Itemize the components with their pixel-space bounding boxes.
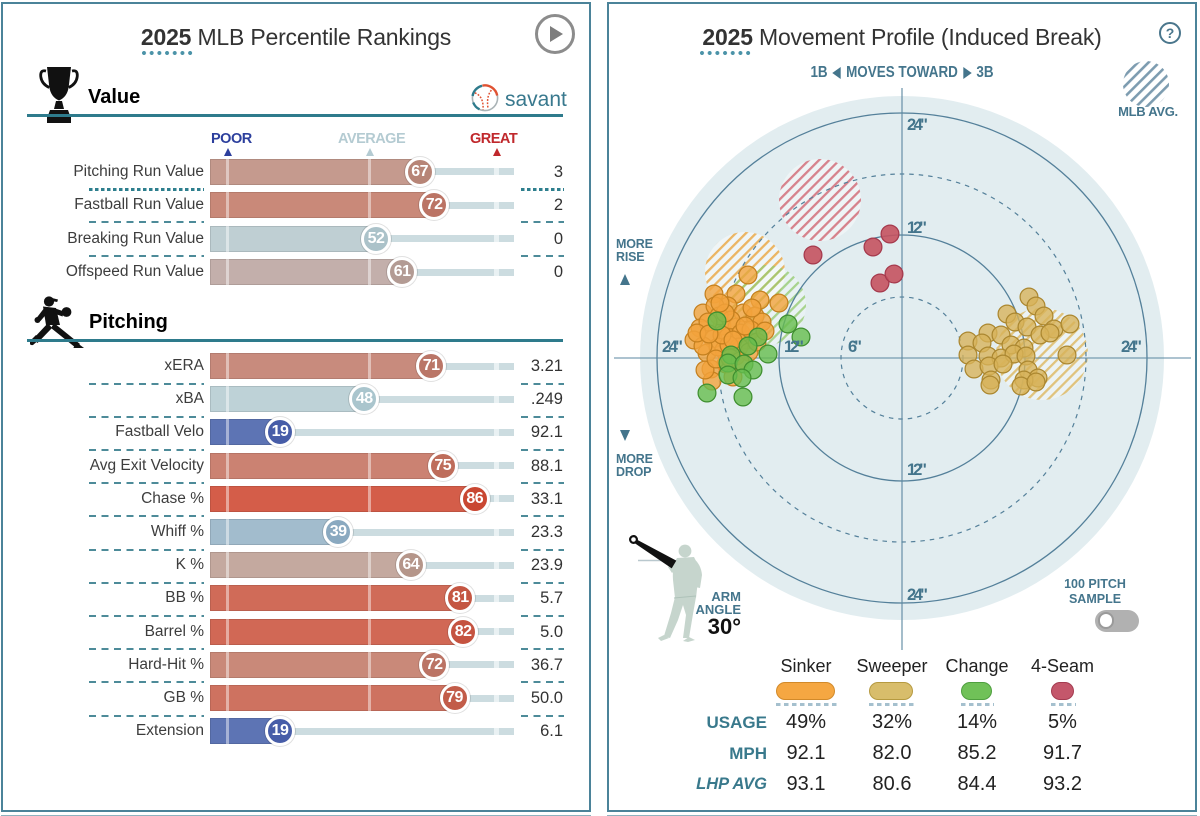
svg-text:12": 12" xyxy=(907,219,927,237)
svg-text:12": 12" xyxy=(907,461,927,479)
svg-text:24": 24" xyxy=(907,116,928,134)
svg-text:6": 6" xyxy=(848,338,862,356)
svg-text:24": 24" xyxy=(1121,338,1142,356)
svg-text:24": 24" xyxy=(662,338,683,356)
svg-text:24": 24" xyxy=(907,586,928,604)
svg-text:12": 12" xyxy=(784,338,804,356)
